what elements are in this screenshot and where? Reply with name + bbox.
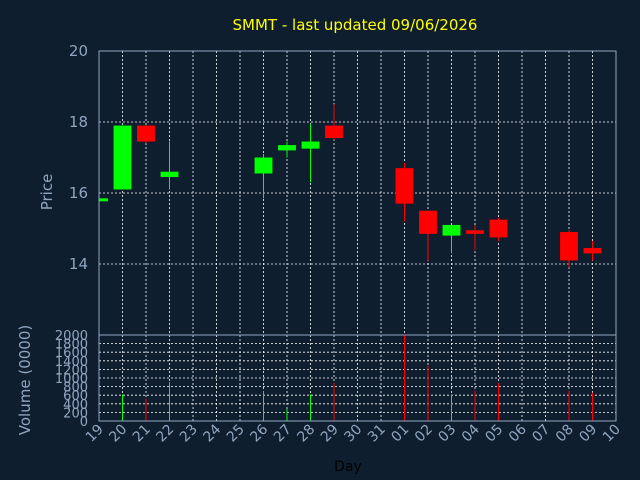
price-tick-label: 16 (69, 184, 88, 202)
candle-body (137, 125, 155, 142)
x-tick-label: 08 (553, 422, 577, 446)
x-tick-label: 26 (247, 421, 271, 445)
x-tick-label: 25 (224, 422, 248, 446)
x-tick-label: 20 (106, 422, 130, 446)
x-tick-label: 24 (200, 421, 224, 445)
price-tick-label: 14 (69, 255, 88, 273)
x-tick-label: 04 (459, 421, 483, 445)
x-tick-label: 10 (600, 422, 624, 446)
volume-tick-label: 1800 (55, 338, 88, 353)
volume-tick-label: 1000 (55, 372, 88, 387)
candle-body (160, 171, 179, 178)
price-axis-label: Price (38, 174, 56, 211)
x-tick-label: 09 (576, 422, 600, 446)
chart-title: SMMT - last updated 09/06/2026 (233, 16, 478, 34)
volume-plot-frame (98, 334, 617, 422)
x-tick-label: 22 (153, 422, 177, 446)
x-tick-label: 31 (365, 422, 389, 446)
volume-tick-label: 200 (63, 406, 88, 421)
candle-body (254, 157, 273, 174)
candle-body (583, 248, 602, 254)
x-tick-label: 02 (412, 422, 436, 446)
volume-tick-label: 800 (63, 381, 88, 396)
candle-body (419, 210, 437, 234)
x-tick-label: 07 (529, 422, 553, 446)
x-tick-label: 28 (294, 422, 318, 446)
x-tick-label: 21 (130, 422, 154, 446)
volume-tick-label: 400 (63, 398, 88, 413)
candle-body (99, 198, 108, 202)
x-tick-label: 30 (341, 422, 365, 446)
volume-tick-label: 1600 (55, 346, 88, 361)
price-tick-label: 18 (69, 113, 88, 131)
x-axis-label: Day (334, 459, 362, 475)
candle-body (466, 230, 484, 234)
volume-axis-label: Volume (0000) (16, 325, 34, 435)
x-tick-label: 06 (506, 421, 530, 445)
candle-body (395, 168, 414, 204)
candle-body (442, 224, 461, 236)
x-tick-label: 27 (271, 422, 295, 446)
x-tick-label: 03 (435, 422, 459, 446)
volume-grid (99, 335, 616, 421)
volume-tick-label: 1400 (55, 355, 88, 370)
x-tick-label: 05 (482, 422, 506, 446)
price-grid (99, 51, 616, 335)
volume-bars (122, 335, 593, 421)
volume-tick-label: 600 (63, 389, 88, 404)
x-tick-label: 01 (388, 422, 412, 446)
candle-body (325, 125, 343, 138)
x-axis-ticks: 19 20 21 22 23 24 25 26 27 28 29 30 31 01 02 03 04 05 06 07… (83, 421, 624, 445)
candle-body (489, 219, 508, 238)
candle-body (301, 141, 320, 149)
price-candles (98, 104, 602, 268)
x-tick-label: 23 (177, 422, 201, 446)
price-tick-label: 20 (69, 42, 88, 60)
price-axis-ticks: 14 16 18 20 (69, 42, 88, 273)
candle-body (113, 125, 132, 190)
x-tick-label: 29 (318, 422, 342, 446)
candle-body (278, 145, 296, 151)
candle-body (560, 232, 578, 261)
volume-tick-label: 1200 (55, 363, 88, 378)
volume-tick-label: 0 (80, 415, 88, 430)
volume-tick-label: 2000 (55, 329, 88, 344)
